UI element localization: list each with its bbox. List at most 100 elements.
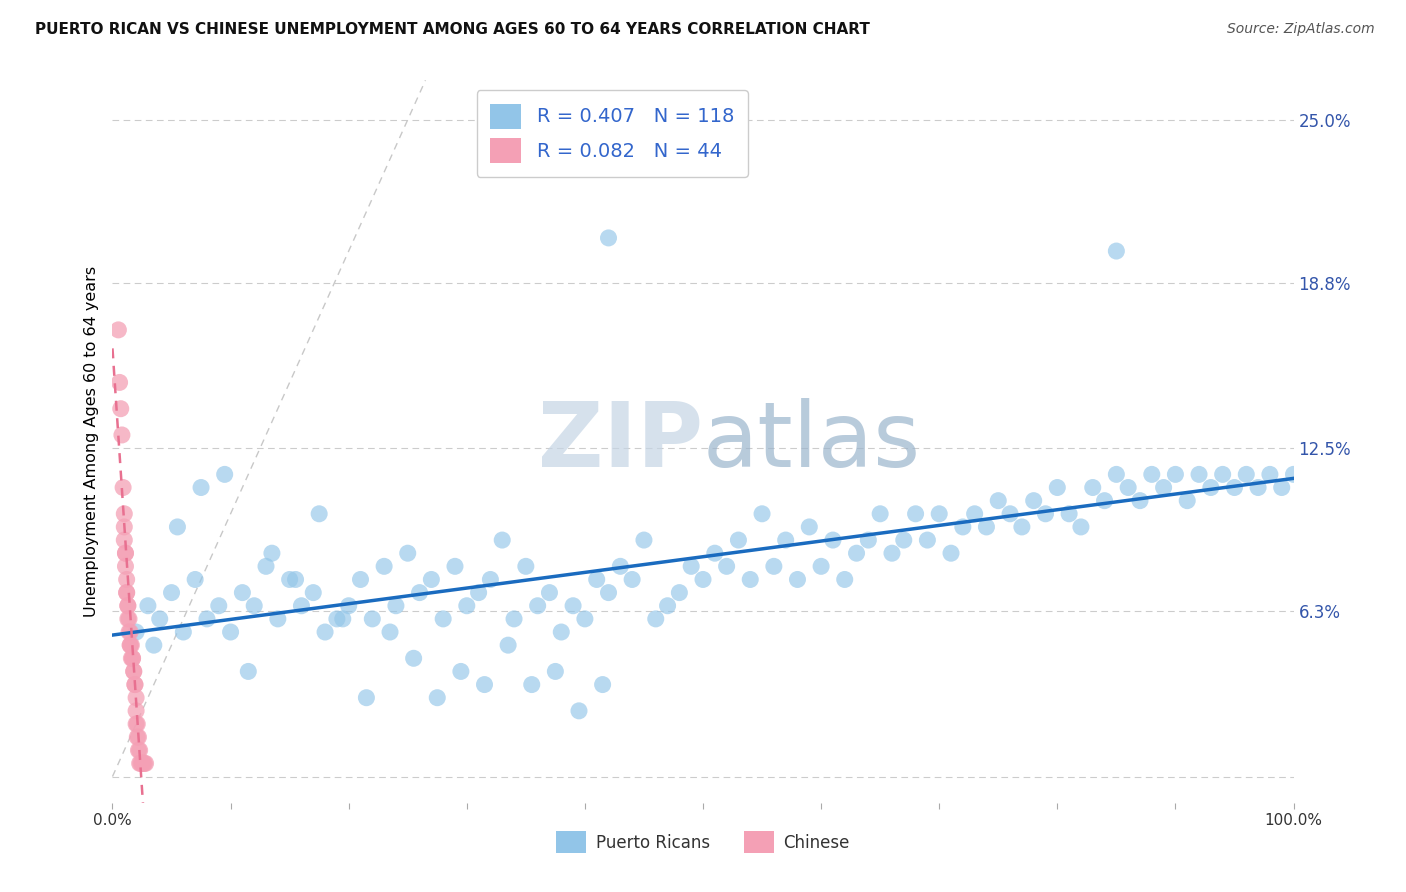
Point [1046,481,1069,495]
Point [238,665,260,679]
Point [114,546,136,560]
Point [740,573,762,587]
Point [128,743,150,757]
Point [378,625,401,640]
Point [681,559,703,574]
Point [526,599,548,613]
Point [114,559,136,574]
Point [1129,493,1152,508]
Point [1188,467,1211,482]
Point [1282,467,1305,482]
Point [952,520,974,534]
Point [243,599,266,613]
Point [134,756,156,771]
Point [125,704,148,718]
Point [110,401,132,416]
Point [115,585,138,599]
Point [821,533,844,547]
Point [231,585,253,599]
Point [432,612,454,626]
Point [1105,467,1128,482]
Point [987,493,1010,508]
Point [1022,493,1045,508]
Point [385,599,408,613]
Point [657,599,679,613]
Point [420,573,443,587]
Point [112,520,135,534]
Point [132,756,155,771]
Point [568,704,591,718]
Point [117,612,139,626]
Point [166,520,188,534]
Point [361,612,384,626]
Point [373,559,395,574]
Point [149,612,172,626]
Point [1258,467,1281,482]
Point [917,533,939,547]
Point [1081,481,1104,495]
Point [396,546,419,560]
Point [208,599,231,613]
Point [122,665,145,679]
Point [479,573,502,587]
Point [219,625,242,640]
Point [1105,244,1128,258]
Text: atlas: atlas [703,398,921,485]
Point [136,599,159,613]
Point [127,743,149,757]
Point [1094,493,1116,508]
Point [118,612,141,626]
Point [214,467,236,482]
Point [520,677,543,691]
Point [302,585,325,599]
Point [190,481,212,495]
Point [356,690,378,705]
Point [834,573,856,587]
Point [260,546,283,560]
Point [939,546,962,560]
Point [467,585,489,599]
Point [976,520,998,534]
Point [644,612,666,626]
Point [538,585,561,599]
Point [668,585,690,599]
Point [799,520,821,534]
Point [426,690,449,705]
Point [332,612,354,626]
Text: Source: ZipAtlas.com: Source: ZipAtlas.com [1227,22,1375,37]
Point [598,231,620,245]
Text: PUERTO RICAN VS CHINESE UNEMPLOYMENT AMONG AGES 60 TO 64 YEARS CORRELATION CHART: PUERTO RICAN VS CHINESE UNEMPLOYMENT AMO… [35,22,870,37]
Point [762,559,785,574]
Point [633,533,655,547]
Point [845,546,868,560]
Point [598,585,620,599]
Point [308,507,330,521]
Point [1070,520,1092,534]
Point [254,559,277,574]
Point [503,612,526,626]
Point [408,585,430,599]
Point [904,507,927,521]
Point [775,533,797,547]
Point [716,559,738,574]
Point [195,612,218,626]
Point [120,638,142,652]
Point [574,612,596,626]
Point [1140,467,1163,482]
Point [125,717,148,731]
Point [456,599,478,613]
Point [127,730,149,744]
Point [491,533,513,547]
Point [998,507,1021,521]
Point [786,573,808,587]
Point [142,638,165,652]
Point [112,533,135,547]
Point [550,625,572,640]
Point [290,599,312,613]
Point [267,612,290,626]
Point [118,625,141,640]
Point [127,717,149,731]
Point [112,481,135,495]
Point [544,665,567,679]
Point [314,625,336,640]
